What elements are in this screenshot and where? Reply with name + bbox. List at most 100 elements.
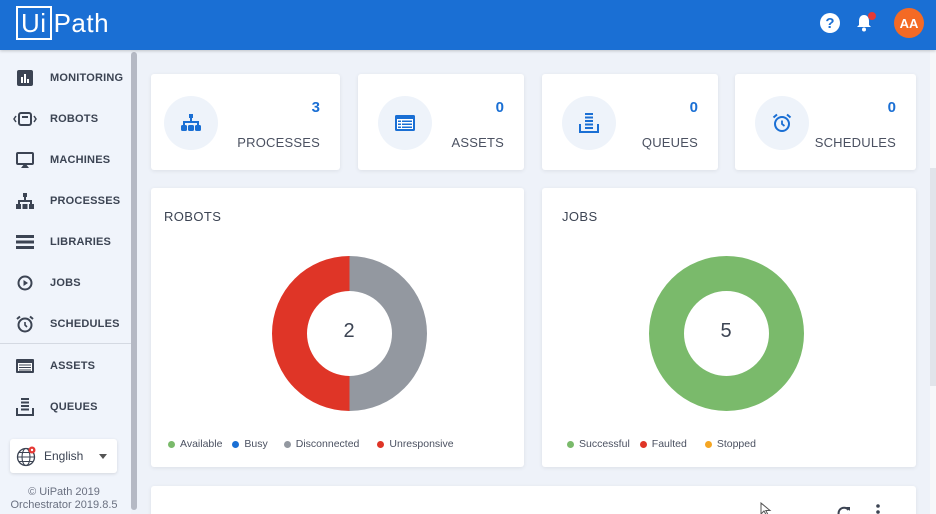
- scrollbar-thumb[interactable]: [930, 168, 936, 386]
- dot-icon: [639, 440, 647, 448]
- stat-count: 0: [495, 99, 504, 116]
- stat-card-schedules[interactable]: 0 SCHEDULES: [735, 74, 916, 170]
- stat-count: 0: [689, 99, 698, 116]
- stat-card-processes[interactable]: 3 PROCESSES: [151, 74, 340, 170]
- sidebar-item-schedules[interactable]: SCHEDULES: [0, 304, 131, 344]
- dot-icon: [377, 440, 385, 448]
- top-bar: Ui Path ? AA: [0, 0, 936, 50]
- help-icon[interactable]: ?: [820, 13, 840, 33]
- jobs-donut-chart[interactable]: [649, 256, 804, 411]
- sidebar-item-monitoring[interactable]: MONITORING: [0, 58, 131, 98]
- sidebar: MONITORING ROBOTS MACHINES PROCESSES LIB…: [0, 50, 131, 514]
- page-scrollbar[interactable]: [930, 50, 936, 514]
- legend-label: Busy: [244, 438, 268, 450]
- list-icon: [0, 235, 50, 249]
- robot-icon: [0, 112, 50, 126]
- segment-disconnected[interactable]: [349, 256, 428, 411]
- bottom-card: [151, 486, 916, 514]
- legend-label: Stopped: [716, 438, 756, 450]
- stat-label: PROCESSES: [237, 135, 320, 150]
- sidebar-item-processes[interactable]: PROCESSES: [0, 181, 131, 221]
- sidebar-item-label: SCHEDULES: [50, 318, 120, 330]
- alarm-icon: [755, 96, 809, 150]
- sidebar-divider: [0, 343, 131, 344]
- sidebar-item-jobs[interactable]: JOBS: [0, 263, 131, 303]
- chart-icon: [0, 70, 50, 86]
- legend-busy[interactable]: Busy: [232, 438, 268, 450]
- play-icon: [0, 275, 50, 291]
- alarm-icon: [0, 315, 50, 333]
- sidebar-scrollbar[interactable]: [131, 52, 137, 510]
- jobs-total: 5: [720, 320, 732, 342]
- dot-icon: [168, 440, 175, 448]
- notifications-bell-icon[interactable]: [854, 12, 876, 34]
- dot-icon: [704, 440, 712, 448]
- monitor-icon: [0, 152, 50, 168]
- notification-badge: [868, 12, 876, 20]
- sidebar-item-libraries[interactable]: LIBRARIES: [0, 222, 131, 262]
- legend-label: Disconnected: [295, 438, 360, 450]
- legend-faulted[interactable]: Faulted: [639, 438, 687, 450]
- stat-count: 0: [887, 99, 896, 116]
- segment-unresponsive[interactable]: [272, 256, 350, 411]
- robots-chart-card: ROBOTS 2 Available Busy Disconnected Unr…: [151, 188, 524, 467]
- sidebar-item-label: JOBS: [50, 277, 81, 289]
- sidebar-item-label: ROBOTS: [50, 113, 99, 125]
- stat-label: SCHEDULES: [814, 135, 896, 150]
- refresh-icon[interactable]: [837, 506, 851, 514]
- stat-card-assets[interactable]: 0 ASSETS: [358, 74, 524, 170]
- sidebar-item-machines[interactable]: MACHINES: [0, 140, 131, 180]
- language-selector[interactable]: English: [10, 439, 117, 473]
- language-label: English: [44, 449, 84, 463]
- chart-title: JOBS: [562, 209, 598, 224]
- robots-donut-chart[interactable]: [272, 256, 427, 411]
- dot-icon: [283, 440, 291, 448]
- legend-successful[interactable]: Successful: [567, 438, 630, 450]
- legend-label: Faulted: [651, 438, 687, 450]
- legend-disconnected[interactable]: Disconnected: [283, 438, 360, 450]
- legend-unresponsive[interactable]: Unresponsive: [377, 438, 454, 450]
- jobs-chart-card: JOBS 5 Successful Faulted Stopped: [542, 188, 916, 467]
- dot-icon: [567, 440, 574, 448]
- sidebar-item-assets[interactable]: ASSETS: [0, 346, 131, 386]
- legend-stopped[interactable]: Stopped: [704, 438, 756, 450]
- sidebar-item-label: LIBRARIES: [50, 236, 112, 248]
- dot-icon: [232, 440, 240, 448]
- segment-successful[interactable]: [649, 256, 804, 411]
- chevron-down-icon: [99, 453, 107, 459]
- logo-box: Ui: [16, 6, 52, 40]
- robots-legend: Available Busy Disconnected Unresponsive: [168, 438, 464, 450]
- hierarchy-icon: [0, 193, 50, 209]
- sidebar-item-queues[interactable]: QUEUES: [0, 387, 131, 427]
- jobs-legend: Successful Faulted Stopped: [567, 438, 766, 450]
- globe-icon: [16, 446, 36, 467]
- legend-label: Unresponsive: [389, 438, 454, 450]
- asset-icon: [378, 96, 432, 150]
- top-actions: ? AA: [820, 8, 924, 38]
- user-avatar[interactable]: AA: [894, 8, 924, 38]
- version-text: Orchestrator 2019.8.5: [10, 499, 118, 511]
- legend-label: Successful: [579, 438, 630, 450]
- stat-label: ASSETS: [451, 135, 504, 150]
- hierarchy-icon: [164, 96, 218, 150]
- sidebar-item-label: ASSETS: [50, 360, 96, 372]
- sidebar-item-label: QUEUES: [50, 401, 98, 413]
- robots-total: 2: [343, 320, 355, 342]
- sidebar-item-label: MACHINES: [50, 154, 111, 166]
- logo-text: Path: [53, 8, 110, 38]
- queue-icon: [0, 398, 50, 416]
- stat-card-queues[interactable]: 0 QUEUES: [542, 74, 718, 170]
- uipath-logo[interactable]: Ui Path: [16, 6, 109, 40]
- legend-available[interactable]: Available: [168, 438, 222, 450]
- mouse-cursor-icon: [760, 502, 772, 514]
- legend-label: Available: [180, 438, 223, 450]
- sidebar-item-robots[interactable]: ROBOTS: [0, 99, 131, 139]
- chart-title: ROBOTS: [164, 209, 222, 224]
- sidebar-item-label: PROCESSES: [50, 195, 121, 207]
- sidebar-footer: © UiPath 2019 Orchestrator 2019.8.5: [0, 486, 128, 512]
- asset-icon: [0, 359, 50, 373]
- stat-count: 3: [311, 99, 320, 116]
- more-options-icon[interactable]: [876, 504, 880, 514]
- queue-icon: [562, 96, 616, 150]
- copyright-text: © UiPath 2019: [28, 486, 100, 498]
